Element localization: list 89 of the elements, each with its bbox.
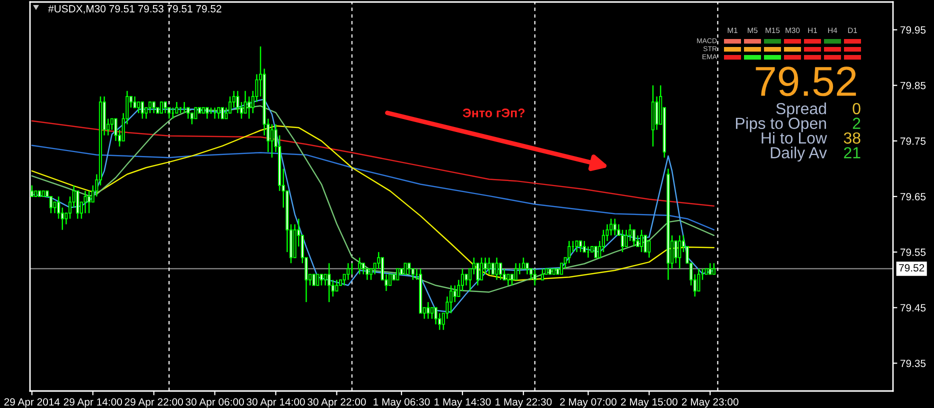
candlestick (655, 96, 658, 130)
x-tick-label: 29 Apr 2014 (4, 398, 60, 408)
y-tick-label: 79.35 (900, 360, 926, 368)
annotation: 79.52 (756, 66, 856, 96)
line-series (31, 120, 715, 207)
candlestick (396, 268, 400, 280)
candlestick (312, 274, 316, 286)
annotation: Hi to Low (762, 132, 828, 144)
candlestick (248, 96, 251, 120)
candlestick (220, 107, 224, 120)
candlestick (568, 240, 571, 264)
candlestick (408, 262, 411, 275)
x-tick-label: 1 May 06:30 (374, 398, 430, 408)
candlestick (640, 229, 644, 253)
candlestick (491, 262, 494, 275)
candlestick (678, 234, 682, 270)
line-series (31, 125, 715, 282)
candlestick (674, 240, 678, 264)
x-tick-label: 2 May 07:00 (560, 398, 616, 408)
candlestick (594, 246, 598, 258)
candlestick (430, 307, 434, 320)
candlestick (632, 229, 636, 248)
candlestick (358, 257, 362, 275)
line-series (31, 144, 715, 230)
candlestick (346, 262, 350, 280)
candlestick (217, 106, 220, 120)
candlestick (236, 90, 240, 114)
annotation: 21 (844, 147, 860, 158)
candlestick (316, 274, 320, 286)
candlestick (320, 274, 324, 286)
x-tick-label: 30 Apr 22:00 (308, 398, 366, 408)
candlestick (335, 279, 338, 292)
candlestick (270, 124, 274, 158)
x-tick-label: 1 May 22:30 (496, 398, 552, 408)
annotation: 0 (852, 102, 860, 114)
candlestick (526, 262, 529, 275)
candlestick (620, 229, 624, 253)
x-tick-label: 30 Apr 14:00 (246, 398, 305, 408)
candlestick (84, 190, 87, 214)
x-tick-label: 2 May 15:00 (621, 398, 678, 408)
x-tick-label: 30 Apr 06:00 (186, 398, 244, 408)
candlestick (488, 257, 491, 275)
candlestick (644, 234, 647, 253)
candlestick (613, 218, 616, 236)
x-tick-label: 2 May 23:00 (682, 398, 738, 408)
candlestick (426, 301, 430, 320)
candlestick (137, 101, 140, 114)
annotation: 38 (844, 132, 860, 144)
annotation: 2 (852, 118, 860, 129)
candlestick (453, 284, 456, 303)
ref-line-label: 79.52 (899, 264, 924, 272)
candlestick (708, 262, 712, 275)
candlestick (575, 240, 578, 253)
annotation: Daily Av (770, 146, 827, 162)
candlestick (522, 257, 525, 270)
x-tick-label: 29 Apr 22:00 (124, 398, 183, 408)
candlestick (499, 262, 502, 280)
y-tick-label: 79.55 (900, 248, 926, 256)
candlestick (148, 101, 152, 114)
candlestick (324, 274, 327, 286)
candlestick (495, 257, 498, 280)
y-tick-label: 79.65 (900, 193, 926, 200)
candlestick (712, 262, 716, 275)
candlestick (133, 96, 136, 108)
candlestick (57, 196, 60, 220)
y-tick-label: 79.95 (900, 26, 926, 34)
candlestick (506, 274, 510, 286)
candlestick (579, 240, 582, 253)
candlestick (480, 257, 484, 280)
candlestick (404, 262, 407, 275)
candlestick (88, 190, 91, 214)
candlestick (152, 101, 156, 114)
x-tick-label: 29 Apr 14:00 (64, 398, 122, 408)
annotation: Энто гЭп? (462, 108, 525, 118)
candlestick (206, 106, 209, 120)
candlestick (362, 262, 365, 275)
y-tick-label: 79.45 (900, 304, 926, 312)
chart-title: #USDX,M30 79.51 79.53 79.51 79.52 (48, 5, 222, 14)
annotation: Pips to Open (736, 117, 826, 132)
x-tick-label: 1 May 14:30 (434, 398, 491, 408)
candlestick (514, 262, 518, 280)
y-tick-label: 79.85 (900, 82, 926, 90)
candlestick (328, 262, 331, 303)
candlestick (540, 268, 544, 280)
candlestick (194, 107, 198, 120)
candlestick (140, 101, 144, 120)
annotation: Spread (776, 102, 826, 118)
candlestick (160, 102, 163, 114)
y-tick-label: 79.75 (900, 137, 926, 145)
